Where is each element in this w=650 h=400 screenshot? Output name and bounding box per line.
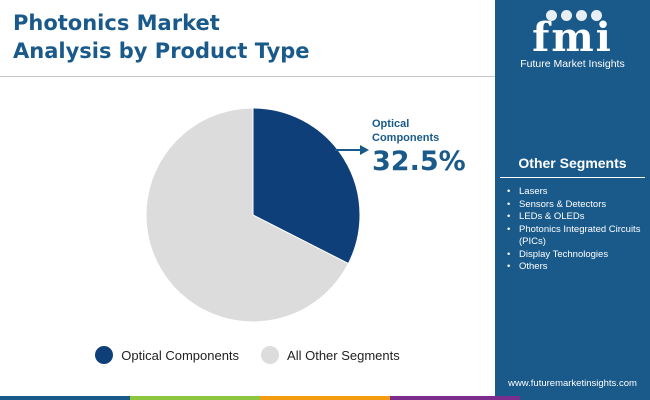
- bottom-color-bar: [0, 396, 650, 400]
- segment-item: Others: [507, 261, 647, 274]
- title-divider: [0, 76, 495, 77]
- callout-label-line-1: Optical: [372, 118, 410, 130]
- chart-legend: Optical Components All Other Segments: [0, 346, 495, 364]
- legend-item-optical-components: Optical Components: [95, 346, 239, 364]
- bottom-bar-segment: [0, 396, 130, 400]
- segment-item: Photonics Integrated Circuits (PICs): [507, 224, 647, 249]
- bottom-bar-segment: [390, 396, 520, 400]
- title-line-1: Photonics Market: [13, 11, 220, 35]
- bottom-bar-segment: [130, 396, 260, 400]
- logo-icon-2: [561, 10, 572, 21]
- callout-label-line-2: Components: [372, 132, 440, 144]
- page-title: Photonics Market Analysis by Product Typ…: [13, 9, 310, 65]
- bottom-bar-segment: [520, 396, 650, 400]
- fmi-logo: fmi Future Market Insights: [495, 6, 650, 72]
- pie-slice-optical-components: [252, 107, 361, 265]
- legend-label-all-other-segments: All Other Segments: [287, 347, 400, 363]
- legend-item-all-other-segments: All Other Segments: [261, 346, 400, 364]
- legend-swatch-optical-components: [95, 346, 114, 364]
- logo-icon-3: [576, 10, 587, 21]
- logo-subtitle: Future Market Insights: [520, 58, 625, 70]
- website-url[interactable]: www.futuremarketinsights.com: [508, 378, 637, 389]
- other-segments-title: Other Segments: [518, 155, 627, 171]
- segment-item: Lasers: [507, 186, 647, 199]
- logo-icon-4: [591, 10, 602, 21]
- other-segments-list: Lasers Sensors & Detectors LEDs & OLEDs …: [507, 186, 647, 274]
- callout-label: Optical Components: [372, 117, 482, 145]
- callout-value: 32.5%: [372, 146, 466, 177]
- side-panel: fmi Future Market Insights Other Segment…: [495, 0, 650, 400]
- logo-icons: [539, 10, 609, 22]
- other-segments-divider: [500, 177, 645, 178]
- pie-chart: [145, 107, 369, 323]
- logo-icon-1: [546, 10, 557, 21]
- legend-swatch-all-other-segments: [261, 346, 280, 364]
- bottom-bar-segment: [260, 396, 390, 400]
- callout-arrow-head: [360, 145, 369, 155]
- legend-label-optical-components: Optical Components: [121, 347, 240, 363]
- pie-slice-all-other-segments: [145, 107, 350, 323]
- logo-wordmark: fmi: [532, 14, 613, 61]
- segment-item: Sensors & Detectors: [507, 199, 647, 212]
- segment-item: Display Technologies: [507, 249, 647, 262]
- title-line-2: Analysis by Product Type: [13, 39, 310, 63]
- segment-item: LEDs & OLEDs: [507, 211, 647, 224]
